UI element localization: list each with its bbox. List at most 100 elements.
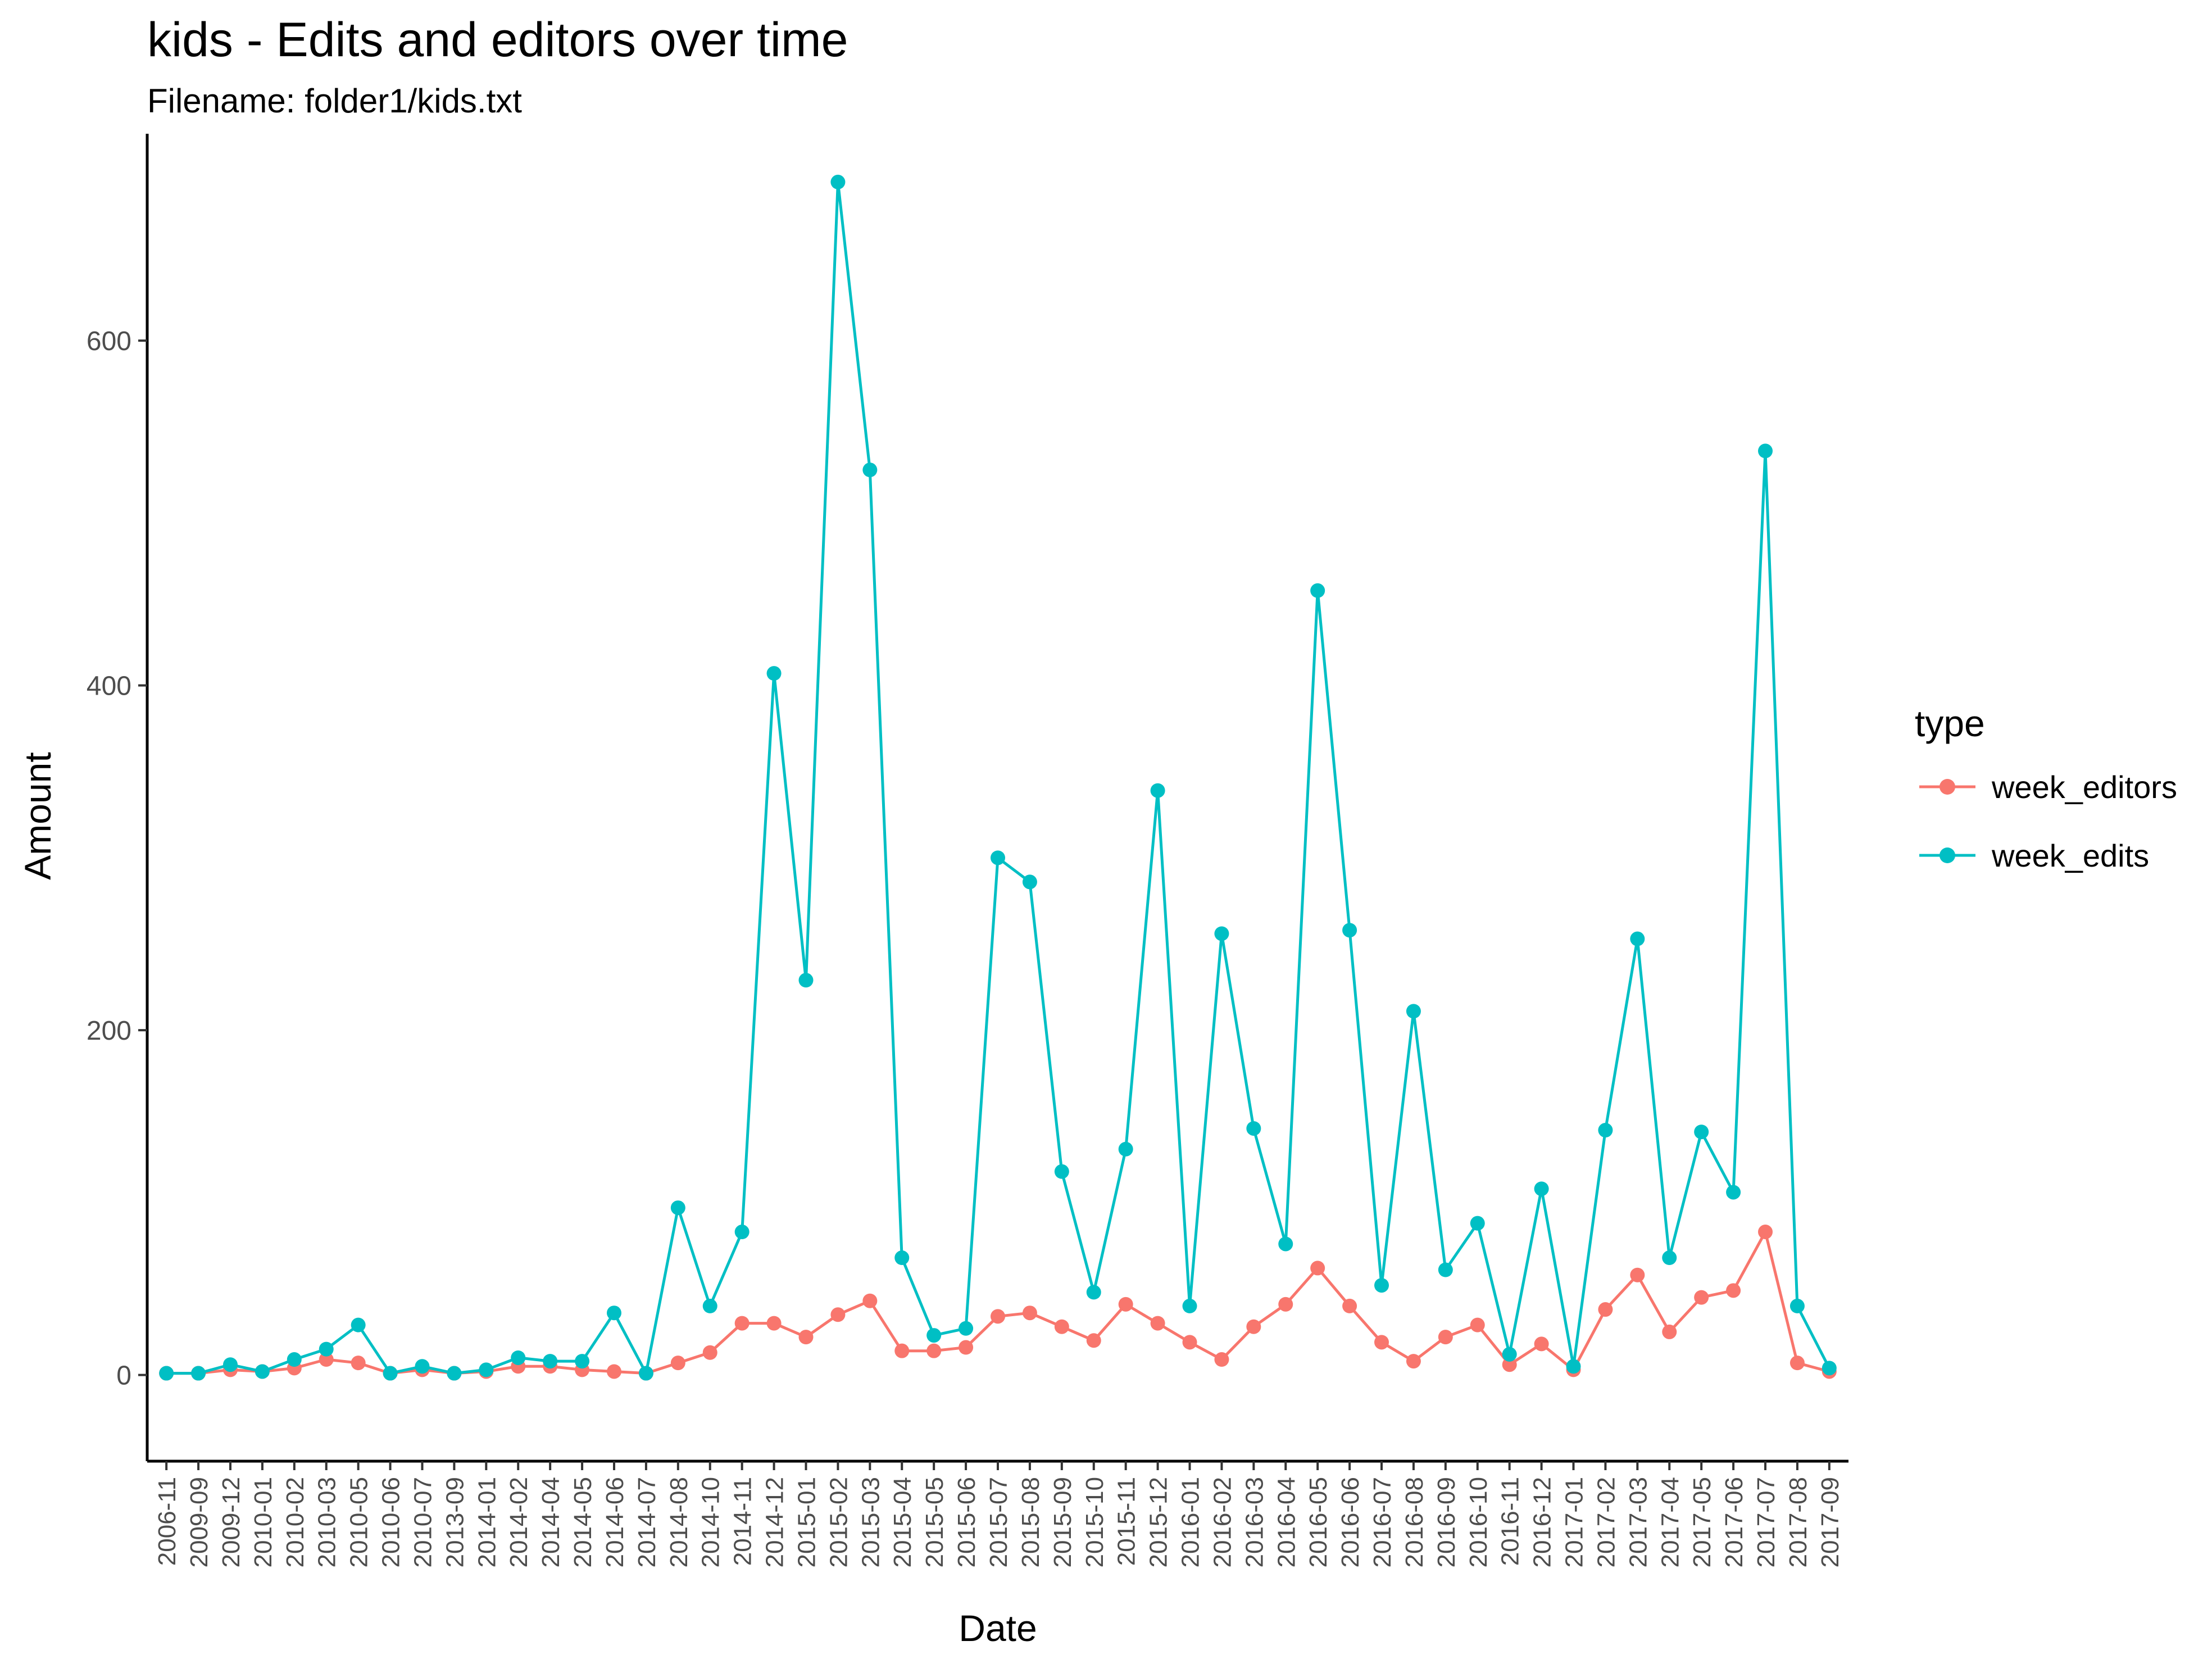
- data-point-week-editors: [894, 1343, 910, 1358]
- data-point-week-editors: [1534, 1336, 1549, 1352]
- data-point-week-edits: [479, 1362, 494, 1377]
- data-point-week-editors: [1789, 1356, 1805, 1371]
- x-tick-label: 2015-04: [889, 1477, 916, 1567]
- y-tick-label: 600: [87, 327, 131, 356]
- data-point-week-editors: [351, 1356, 366, 1371]
- x-tick-label: 2017-08: [1784, 1477, 1812, 1567]
- data-point-week-editors: [319, 1352, 334, 1367]
- x-tick-label: 2017-06: [1720, 1477, 1748, 1567]
- data-point-week-edits: [734, 1225, 750, 1240]
- data-point-week-edits: [766, 666, 782, 681]
- y-tick-label: 400: [87, 672, 131, 701]
- x-tick-label: 2017-05: [1688, 1477, 1716, 1567]
- data-point-week-edits: [159, 1366, 174, 1381]
- x-tick-label: 2014-07: [633, 1477, 661, 1567]
- y-axis-title: Amount: [17, 752, 58, 880]
- data-point-week-edits: [606, 1306, 621, 1321]
- x-tick-label: 2014-06: [601, 1477, 629, 1567]
- x-tick-label: 2010-02: [281, 1477, 309, 1567]
- x-tick-label: 2016-07: [1369, 1477, 1396, 1567]
- data-point-week-edits: [1022, 874, 1037, 890]
- data-point-week-edits: [862, 463, 878, 478]
- data-point-week-editors: [1310, 1261, 1325, 1276]
- legend: type week_editors week_edits: [1915, 702, 2177, 873]
- data-point-week-editors: [926, 1343, 942, 1358]
- x-tick-label: 2016-04: [1273, 1477, 1300, 1567]
- data-point-week-edits: [702, 1298, 717, 1313]
- data-point-week-edits: [575, 1354, 590, 1369]
- data-point-week-edits: [319, 1341, 334, 1357]
- data-point-week-edits: [191, 1366, 206, 1381]
- x-tick-label: 2016-08: [1401, 1477, 1428, 1567]
- x-tick-label: 2017-03: [1624, 1477, 1652, 1567]
- data-point-week-editors: [1150, 1316, 1165, 1331]
- x-tick-label: 2017-01: [1561, 1477, 1588, 1567]
- legend-marker-week-editors: [1940, 779, 1955, 795]
- legend-item-week-edits: week_edits: [1919, 838, 2149, 873]
- x-tick-label: 2015-11: [1113, 1477, 1141, 1566]
- data-point-week-edits: [1086, 1285, 1101, 1300]
- x-tick-label: 2014-02: [505, 1477, 533, 1567]
- legend-marker-week-edits: [1940, 847, 1955, 863]
- x-tick-label: 2006-11: [153, 1477, 181, 1566]
- data-point-week-edits: [1662, 1250, 1677, 1266]
- x-tick-label: 2010-03: [314, 1477, 341, 1567]
- legend-title: type: [1915, 702, 1985, 744]
- x-tick-label: 2015-12: [1145, 1477, 1173, 1567]
- data-point-week-editors: [1278, 1297, 1293, 1312]
- data-point-week-edits: [1054, 1164, 1069, 1179]
- data-point-week-edits: [1214, 926, 1229, 941]
- x-tick-label: 2015-01: [793, 1477, 820, 1567]
- x-tick-label: 2014-12: [761, 1477, 789, 1567]
- data-point-week-edits: [222, 1357, 238, 1372]
- legend-item-week-editors: week_editors: [1919, 769, 2177, 805]
- chart-title: kids - Edits and editors over time: [147, 13, 848, 67]
- data-point-week-edits: [1374, 1278, 1389, 1293]
- data-point-week-edits: [894, 1250, 910, 1266]
- data-point-week-edits: [1150, 783, 1165, 798]
- data-point-week-editors: [1022, 1306, 1037, 1321]
- chart-subtitle: Filename: folder1/kids.txt: [147, 82, 522, 120]
- x-tick-label: 2013-09: [441, 1477, 469, 1567]
- x-tick-label: 2009-12: [217, 1477, 245, 1567]
- data-point-week-edits: [926, 1328, 942, 1343]
- x-tick-label: 2016-02: [1209, 1477, 1236, 1567]
- y-tick-label: 200: [87, 1016, 131, 1046]
- x-tick-label: 2010-05: [346, 1477, 373, 1567]
- data-point-week-editors: [1182, 1335, 1197, 1350]
- y-ticks: 0 200 400 600: [87, 327, 147, 1391]
- x-tick-label: 2015-02: [825, 1477, 852, 1567]
- x-tick-label: 2017-09: [1816, 1477, 1844, 1567]
- data-point-week-editors: [1214, 1352, 1229, 1367]
- data-point-week-editors: [798, 1330, 814, 1345]
- x-tick-label: 2015-09: [1049, 1477, 1077, 1567]
- x-axis-title: Date: [959, 1607, 1037, 1649]
- data-point-week-editors: [1246, 1319, 1261, 1334]
- data-point-week-edits: [1118, 1141, 1133, 1157]
- data-point-week-edits: [1726, 1185, 1741, 1200]
- x-tick-label: 2015-08: [1017, 1477, 1044, 1567]
- data-point-week-edits: [255, 1364, 270, 1379]
- x-tick-label: 2016-01: [1177, 1477, 1205, 1567]
- data-point-week-edits: [1758, 443, 1773, 459]
- x-tick-label: 2014-04: [537, 1477, 565, 1567]
- data-point-week-editors: [766, 1316, 782, 1331]
- data-point-week-editors: [830, 1307, 846, 1322]
- x-tick-label: 2010-06: [378, 1477, 405, 1567]
- data-point-week-editors: [734, 1316, 750, 1331]
- x-tick-label: 2015-06: [953, 1477, 980, 1567]
- x-tick-label: 2014-01: [473, 1477, 501, 1567]
- data-point-week-edits: [415, 1359, 430, 1374]
- data-point-week-edits: [511, 1350, 526, 1365]
- data-point-week-edits: [991, 850, 1005, 865]
- data-point-week-edits: [383, 1366, 398, 1381]
- x-tick-label: 2016-10: [1465, 1477, 1492, 1567]
- y-tick-label: 0: [116, 1361, 131, 1391]
- data-point-week-editors: [1502, 1357, 1517, 1372]
- x-tick-label: 2016-11: [1497, 1477, 1524, 1566]
- x-tick-label: 2014-05: [569, 1477, 597, 1567]
- legend-label-week-edits: week_edits: [1991, 838, 2149, 873]
- data-point-week-edits: [1566, 1359, 1581, 1374]
- data-point-week-editors: [959, 1340, 974, 1355]
